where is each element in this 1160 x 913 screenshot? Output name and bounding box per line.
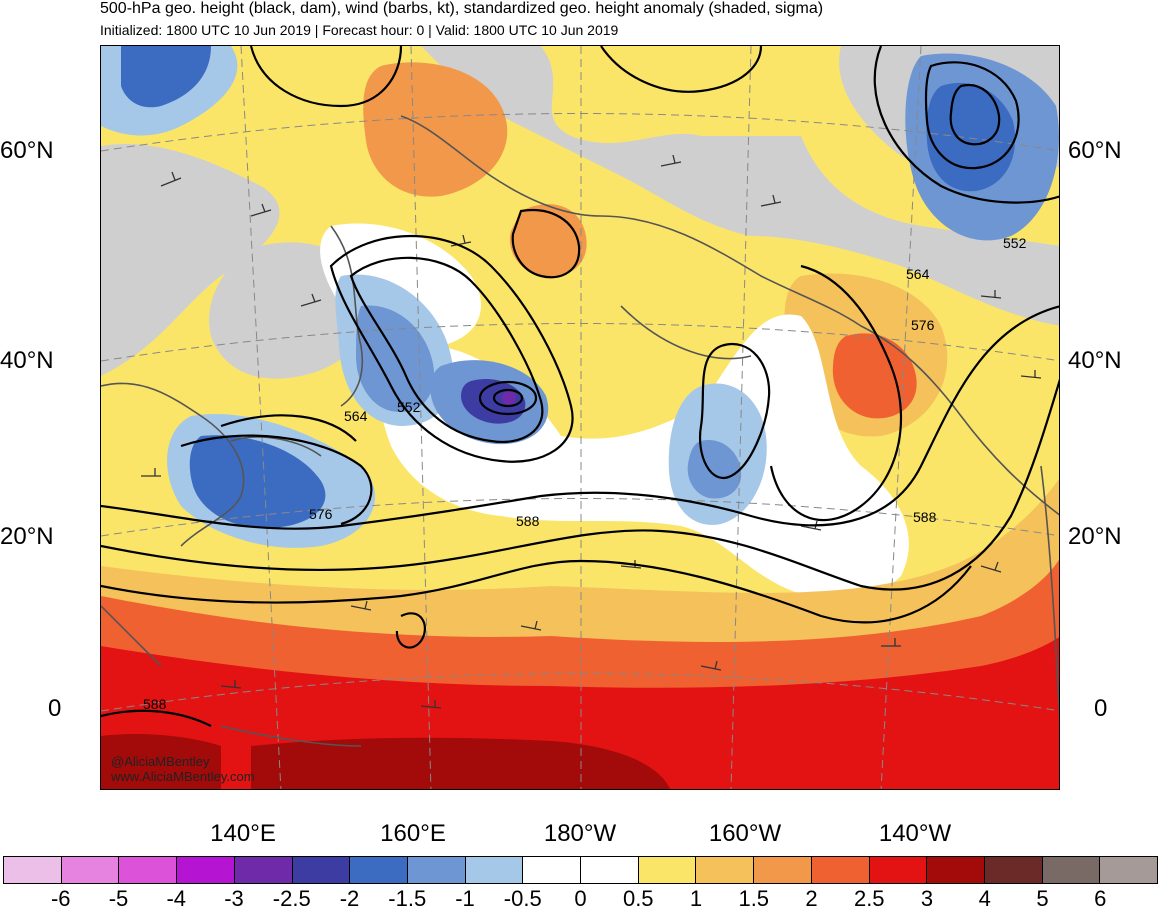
colorbar-swatch [984,857,1043,883]
contour-label-588-central: 588 [516,513,540,529]
anomaly-gray-nw [101,144,280,376]
anomaly-colorbar [3,856,1158,884]
contour-label-588-east: 588 [913,509,937,525]
colorbar-swatch [1042,857,1101,883]
colorbar-label: 3 [920,886,934,911]
colorbar-label: 6 [1094,886,1107,911]
map-title: 500-hPa geo. height (black, dam), wind (… [100,0,824,17]
contour-label-576-east: 576 [911,317,935,333]
contour-label-552-ne: 552 [1003,235,1027,251]
contour-labels: 564 552 576 588 588 564 576 552 588 [143,235,1027,712]
colorbar-swatch [581,857,639,883]
colorbar-swatch [811,857,870,883]
colorbar-swatch [523,857,582,883]
colorbar-label: 0 [574,886,587,911]
lon-label-140e: 140°E [210,820,276,847]
colorbar-swatch [465,857,524,883]
colorbar-swatch [119,857,178,883]
colorbar-swatch [696,857,755,883]
colorbar-label: 1 [689,886,703,911]
colorbar-label: 5 [1036,886,1049,911]
colorbar-label: -2 [339,886,360,911]
lat-label-60n-left: 60°N [0,137,54,164]
colorbar-swatch [292,857,351,883]
anomaly-red-ne [832,333,917,419]
contour-label-576-west: 576 [309,506,333,522]
credit-handle: @AliciaMBentley [111,754,210,769]
lat-label-60n-right: 60°N [1068,137,1122,164]
anomaly-gray-center [421,46,1059,326]
wind-barbs [141,154,1042,709]
lon-label-180w: 180°W [543,820,617,847]
colorbar-label: -2.5 [272,886,311,911]
colorbar-label: -3 [224,886,244,911]
contour-label-564-east: 564 [906,266,930,282]
anomaly-blue-nw-core [121,46,211,108]
colorbar-label: 4 [978,886,991,911]
colorbar-label: 2 [805,886,818,911]
colorbar-swatch [1100,857,1158,883]
colorbar-label: 2.5 [853,886,885,911]
lat-label-40n-right: 40°N [1068,347,1122,374]
anomaly-blue-kamchatka-mid [356,305,435,412]
map-panel: 564 552 576 588 588 564 576 552 588 @Ali… [100,45,1060,790]
colorbar-label: -0.5 [503,886,542,911]
credit-site: www.AliciaMBentley.com [111,769,255,784]
height-contours [101,46,1059,727]
colorbar-swatch [177,857,235,883]
anomaly-darkred-southwest [101,734,221,789]
lon-label-140w: 140°W [878,820,952,847]
colorbar-swatch [61,857,120,883]
lat-label-0-left: 0 [48,695,62,722]
lon-label-160e: 160°E [380,820,446,847]
anomaly-orange-north [363,62,508,197]
graticule [101,46,1059,789]
lat-label-20n-left: 20°N [0,523,54,550]
anomaly-blue-japan-mid [189,435,326,529]
colorbar-swatch [234,857,293,883]
lat-label-20n-right: 20°N [1068,523,1122,550]
colorbar-swatch [754,857,812,883]
anomaly-darkred-south [251,737,670,789]
colorbar-swatch [638,857,697,883]
colorbar-swatch [869,857,928,883]
colorbar-swatch [350,857,408,883]
colorbar-swatch [927,857,985,883]
colorbar-swatch [407,857,466,883]
contour-label-588-southwest: 588 [143,696,167,712]
colorbar-label: -1 [455,886,475,911]
colorbar-label: -5 [108,886,129,911]
colorbar-label: -1.5 [388,886,427,911]
colorbar-label: -4 [166,886,187,911]
anomaly-purple-core [502,391,516,405]
contour-label-552-west: 552 [397,399,421,415]
map-svg: 564 552 576 588 588 564 576 552 588 [101,46,1059,789]
lat-label-40n-left: 40°N [0,347,54,374]
map-subtitle: Initialized: 1800 UTC 10 Jun 2019 | Fore… [100,22,619,38]
colorbar-swatch [4,857,62,883]
lat-label-0-right: 0 [1094,695,1108,722]
lon-label-160w: 160°W [708,820,782,847]
colorbar-label: 0.5 [622,886,654,911]
contour-label-564-west: 564 [344,408,368,424]
colorbar-label: 1.5 [738,886,770,911]
coastlines [101,115,1059,747]
colorbar-label: -6 [50,886,71,911]
